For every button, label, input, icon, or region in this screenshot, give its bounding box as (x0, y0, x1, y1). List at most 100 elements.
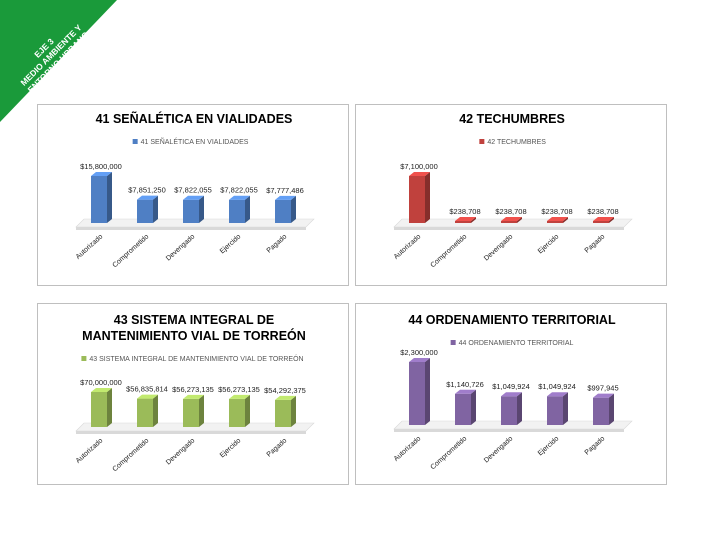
data-label: $238,708 (587, 207, 618, 216)
bar (229, 398, 245, 427)
banner-triangle (0, 0, 117, 122)
bar (275, 199, 291, 223)
category-label: Ejercido (219, 233, 243, 255)
bar (547, 221, 563, 223)
legend-label: 44 ORDENAMIENTO TERRITORIAL (459, 340, 574, 347)
chart-44: 44 ORDENAMIENTO TERRITORIAL 44 ORDENAMIEN… (393, 313, 633, 471)
bar (547, 396, 563, 425)
chart-floor-edge (76, 227, 306, 230)
data-label: $1,140,726 (446, 380, 484, 389)
bar-top (183, 195, 204, 200)
category-label: Devengado (165, 233, 196, 262)
chart-title: 41 SEÑALÉTICA EN VIALIDADES (96, 111, 293, 126)
legend-swatch (81, 356, 87, 361)
bar-top (275, 395, 296, 400)
data-label: $7,822,055 (174, 186, 212, 195)
bar-side (245, 394, 250, 427)
chart-title: 43 SISTEMA INTEGRAL DE (114, 313, 274, 327)
bar (275, 399, 291, 427)
chart-panel-41: 41 SEÑALÉTICA EN VIALIDADES 41 SEÑALÉTICA… (37, 104, 349, 286)
bar-top (409, 358, 430, 362)
bar-top (91, 172, 112, 176)
data-label: $2,300,000 (400, 348, 438, 357)
chart-panel-42: 42 TECHUMBRES 42 TECHUMBRES $7,100,000 Auto… (355, 104, 667, 286)
bar-top (229, 195, 250, 200)
data-label: $1,049,924 (538, 382, 576, 391)
bar-side (471, 389, 476, 425)
bar (91, 392, 107, 427)
bar (183, 398, 199, 427)
data-label: $56,273,135 (218, 385, 260, 394)
bar-side (199, 195, 204, 223)
bar-top (501, 392, 522, 397)
bar-side (517, 392, 522, 425)
data-label: $997,945 (587, 384, 618, 393)
data-label: $238,708 (541, 207, 572, 216)
bar-top (547, 392, 568, 397)
bar (409, 362, 425, 425)
data-label: $15,800,000 (80, 162, 122, 171)
bar-side (425, 172, 430, 223)
chart-panel-44: 44 ORDENAMIENTO TERRITORIAL 44 ORDENAMIEN… (355, 303, 667, 485)
bar-side (153, 195, 158, 223)
data-label: $56,835,814 (126, 385, 168, 394)
bar-side (107, 172, 112, 223)
category-label: Pagado (266, 233, 289, 254)
bar (455, 393, 471, 425)
category-label: Autorizado (75, 233, 105, 261)
legend-label: 41 SEÑALÉTICA EN VIALIDADES (141, 137, 249, 146)
category-label: Pagado (584, 233, 607, 254)
bar-side (563, 392, 568, 425)
bar (455, 221, 471, 223)
bar-side (199, 394, 204, 427)
bar (137, 398, 153, 427)
category-label: Autorizado (393, 435, 423, 463)
bar-side (153, 394, 158, 427)
category-label: Ejercido (537, 435, 561, 457)
bar-side (245, 195, 250, 223)
bar-top (455, 389, 476, 394)
data-label: $56,273,135 (172, 385, 214, 394)
bar-top (91, 388, 112, 392)
chart-title: 42 TECHUMBRES (459, 112, 565, 126)
data-label: $54,292,375 (264, 386, 306, 395)
category-label: Ejercido (537, 233, 561, 255)
bar (409, 176, 425, 223)
category-label: Devengado (483, 233, 514, 262)
bar-side (291, 395, 296, 427)
category-label: Autorizado (75, 437, 105, 465)
bar-top (593, 217, 614, 221)
bar-top (455, 217, 476, 221)
category-label: Devengado (483, 435, 514, 464)
bar-side (107, 388, 112, 427)
bar-top (183, 394, 204, 399)
legend-label: 43 SISTEMA INTEGRAL DE MANTENIMIENTO VIA… (89, 354, 303, 363)
data-label: $7,822,055 (220, 186, 258, 195)
bar (501, 221, 517, 223)
bar (593, 221, 609, 223)
bar-side (291, 195, 296, 223)
legend-swatch (479, 139, 485, 144)
category-label: Devengado (165, 437, 196, 466)
category-label: Pagado (584, 435, 607, 456)
data-label: $7,100,000 (400, 162, 438, 171)
bar-side (471, 217, 476, 223)
category-label: Comprometido (112, 233, 151, 269)
category-label: Autorizado (393, 233, 423, 261)
data-label: $238,708 (449, 207, 480, 216)
chart-title: 44 ORDENAMIENTO TERRITORIAL (408, 313, 616, 327)
category-label: Pagado (266, 437, 289, 458)
legend-swatch (132, 139, 138, 144)
bar (91, 176, 107, 223)
eje-banner: EJE 3 MEDIO AMBIENTE Y ENTORNO URBANO (0, 0, 117, 122)
category-label: Comprometido (430, 435, 469, 471)
bar-side (609, 393, 614, 425)
chart-41: 41 SEÑALÉTICA EN VIALIDADES 41 SEÑALÉTICA… (75, 111, 315, 269)
legend-swatch (450, 340, 456, 345)
bar-top (275, 195, 296, 200)
bar-top (547, 217, 568, 221)
chart-panel-43: 43 SISTEMA INTEGRAL DE MANTENIMIENTO VIAL… (37, 303, 349, 485)
bar-side (517, 217, 522, 223)
legend-label: 42 TECHUMBRES (487, 139, 546, 146)
bar (183, 199, 199, 223)
